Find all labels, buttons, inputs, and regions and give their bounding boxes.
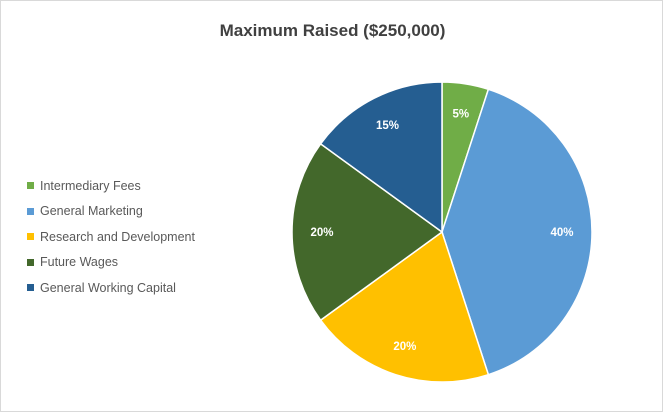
slice-data-label: 5%	[452, 108, 469, 120]
legend: Intermediary Fees General Marketing Rese…	[27, 173, 195, 301]
slice-data-label: 20%	[310, 227, 333, 239]
legend-item: General Working Capital	[27, 275, 195, 301]
legend-label: General Working Capital	[40, 280, 176, 295]
legend-item: General Marketing	[27, 199, 195, 225]
slice-data-label: 20%	[393, 341, 416, 353]
slice-data-label: 40%	[550, 227, 573, 239]
legend-swatch	[27, 207, 34, 215]
pie-slice	[319, 230, 490, 383]
legend-swatch	[27, 233, 34, 241]
legend-swatch	[27, 284, 34, 292]
legend-item: Intermediary Fees	[27, 173, 195, 199]
legend-swatch	[27, 182, 34, 190]
legend-item: Future Wages	[27, 250, 195, 276]
legend-label: Research and Development	[40, 229, 195, 244]
chart-title: Maximum Raised ($250,000)	[219, 21, 446, 40]
pie-slice	[441, 88, 593, 376]
legend-label: Future Wages	[40, 255, 119, 270]
legend-item: Research and Development	[27, 224, 195, 250]
legend-label: Intermediary Fees	[40, 178, 141, 193]
pie-slice	[291, 142, 444, 322]
pie-slice	[319, 81, 443, 234]
legend-label: General Marketing	[40, 204, 143, 219]
legend-swatch	[27, 258, 34, 266]
slice-data-label: 15%	[376, 120, 399, 132]
